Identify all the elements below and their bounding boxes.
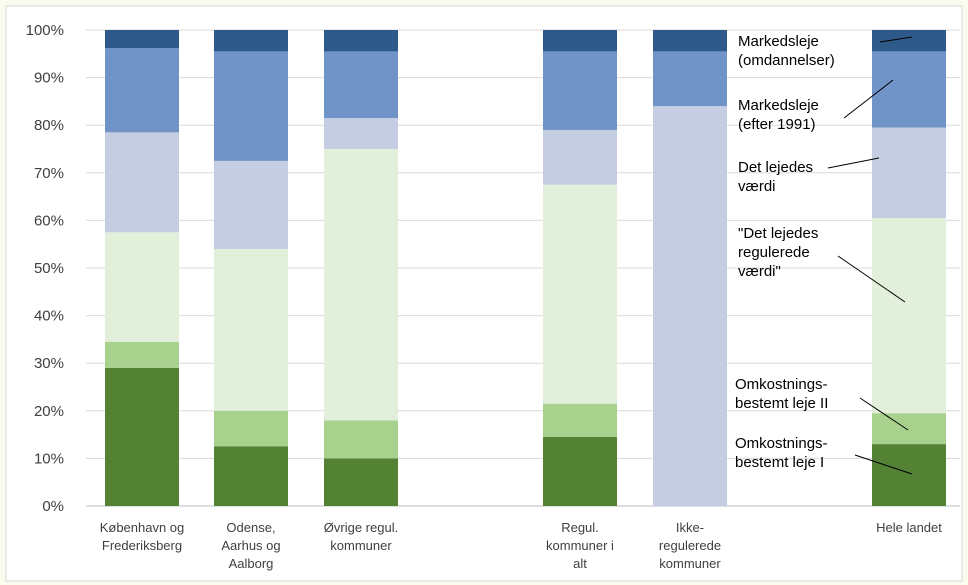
bar-segment: [653, 51, 727, 107]
bar-segment: [214, 30, 288, 52]
bar-segment: [105, 367, 179, 506]
x-category-label: Regul.: [561, 520, 599, 535]
series-annotation-line: værdi: [738, 178, 776, 195]
series-annotation-label: Markedsleje (efter 1991): [738, 97, 819, 133]
bar-segment: [214, 446, 288, 506]
series-annotation-line: Markedsleje: [738, 33, 819, 50]
x-category-label: Hele landet: [876, 520, 942, 535]
bar-segment: [543, 436, 617, 506]
series-annotation-label: Det lejedes værdi: [738, 159, 813, 195]
bar-segment: [324, 420, 398, 459]
y-tick-label: 60%: [34, 212, 64, 229]
x-category-label: Aarhus og: [221, 538, 280, 553]
series-annotation-line: Markedsleje: [738, 97, 819, 114]
bar-segment: [324, 458, 398, 506]
bar-segment: [324, 118, 398, 149]
annotation-leader-line: [879, 36, 913, 43]
bar-segment: [324, 30, 398, 52]
annotation-leader-line: [859, 397, 909, 431]
y-tick-label: 0%: [42, 498, 64, 515]
annotation-leader-line: [827, 157, 880, 169]
series-annotation-label: "Det lejedes regulerede værdi": [738, 225, 818, 280]
bar-segment: [214, 51, 288, 161]
series-annotation-line: "Det lejedes: [738, 225, 818, 242]
x-category-label: kommuner: [659, 556, 721, 571]
annotation-leader-line: [837, 255, 906, 303]
x-category-label: Ikke-: [676, 520, 704, 535]
y-tick-label: 100%: [26, 22, 64, 39]
series-annotation-label: Omkostnings-bestemt leje I: [735, 435, 828, 471]
bar-segment: [872, 218, 946, 414]
x-category-label: Odense,: [226, 520, 275, 535]
x-category-label: alt: [573, 556, 587, 571]
series-annotation-line: (efter 1991): [738, 116, 816, 133]
y-tick-label: 10%: [34, 450, 64, 467]
series-annotation-line: bestemt leje I: [735, 454, 824, 471]
bar-segment: [543, 184, 617, 404]
axes: 0% 10% 20% 30% 40% 50% 60% 70% 80% 90% 100% Københa…: [26, 22, 943, 571]
bar-segment: [872, 444, 946, 506]
bar-segment: [543, 30, 617, 52]
y-tick-label: 70%: [34, 165, 64, 182]
bar-segment: [653, 106, 727, 506]
y-tick-label: 30%: [34, 355, 64, 372]
x-category-label: Øvrige regul.: [324, 520, 398, 535]
bar-segment: [105, 48, 179, 133]
bar-segment: [214, 410, 288, 447]
bar-segment: [872, 30, 946, 52]
bars: [105, 30, 946, 506]
series-annotation-line: (omdannelser): [738, 52, 835, 69]
x-category-label: kommuner: [330, 538, 392, 553]
bar-segment: [105, 132, 179, 233]
series-annotation-line: bestemt leje II: [735, 395, 828, 412]
bar-segment: [324, 51, 398, 119]
x-category-label: kommuner i: [546, 538, 614, 553]
x-category-label: Aalborg: [229, 556, 274, 571]
annotation-leader-line: [843, 79, 894, 119]
bar-segment: [653, 30, 727, 52]
series-annotation-line: Omkostnings-: [735, 435, 828, 452]
series-annotation-label: Omkostnings-bestemt leje II: [735, 376, 828, 412]
bar-segment: [105, 232, 179, 342]
bar-segment: [324, 149, 398, 421]
x-category-label: regulerede: [659, 538, 721, 553]
bar-segment: [872, 413, 946, 445]
y-tick-label: 40%: [34, 308, 64, 325]
bar-segment: [872, 51, 946, 128]
x-category-label: København og: [100, 520, 185, 535]
series-annotation-line: regulerede: [738, 244, 810, 261]
series-annotations: Markedsleje (omdannelser) Markedsleje (efte…: [735, 33, 913, 475]
x-category-label: Frederiksberg: [102, 538, 182, 553]
bar-segment: [872, 127, 946, 219]
bar-segment: [105, 341, 179, 368]
bar-segment: [214, 160, 288, 249]
annotation-leader-line: [854, 454, 913, 475]
bar-segment: [543, 129, 617, 185]
bar-segment: [214, 248, 288, 411]
bar-segment: [543, 51, 617, 130]
y-tick-label: 50%: [34, 260, 64, 277]
y-tick-label: 80%: [34, 117, 64, 134]
series-annotation-line: Omkostnings-: [735, 376, 828, 393]
series-annotation-label: Markedsleje (omdannelser): [738, 33, 835, 69]
bar-segment: [543, 403, 617, 437]
y-tick-label: 90%: [34, 70, 64, 87]
y-tick-label: 20%: [34, 403, 64, 420]
series-annotation-line: Det lejedes: [738, 159, 813, 176]
series-annotation-line: værdi": [738, 263, 781, 280]
bar-segment: [105, 30, 179, 49]
